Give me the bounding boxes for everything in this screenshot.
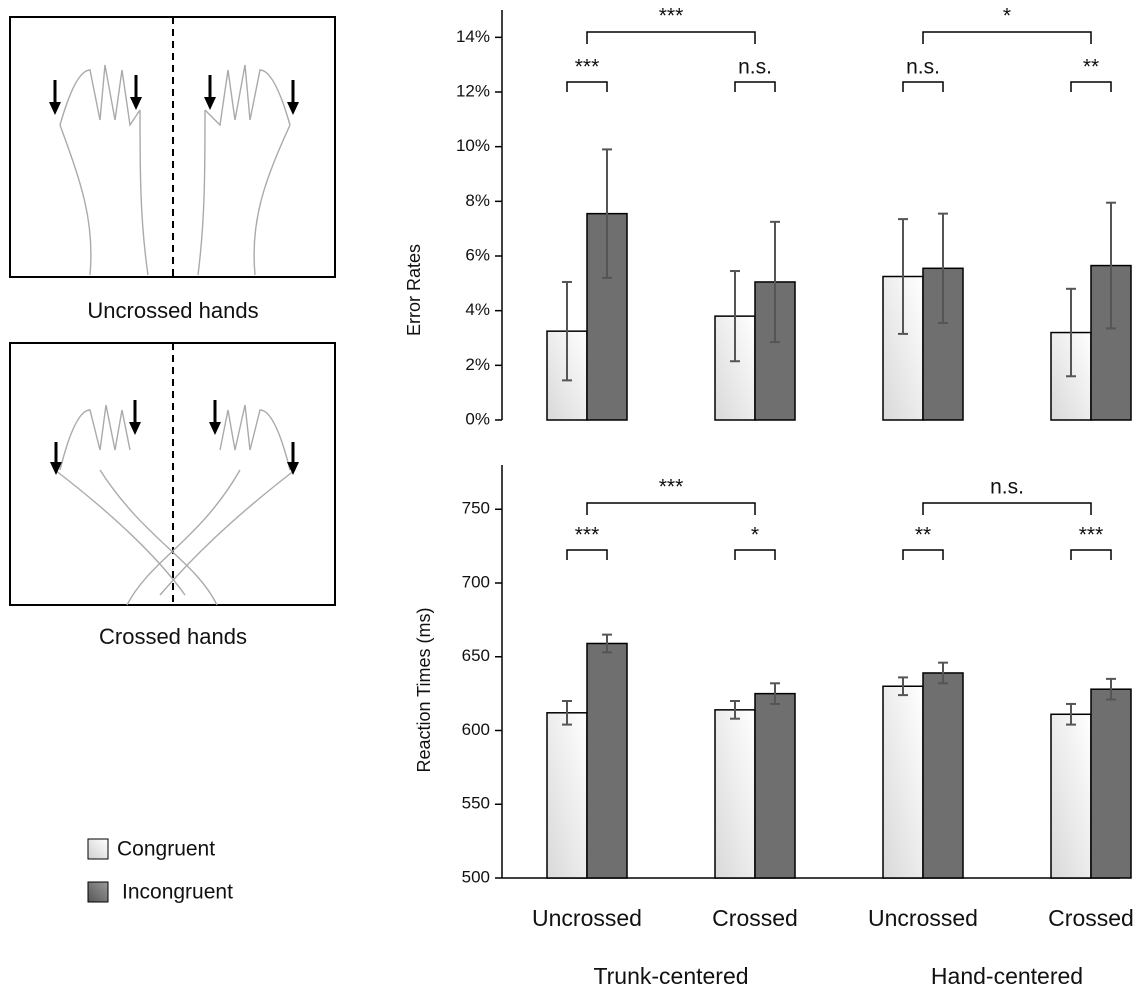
bar bbox=[714, 709, 756, 879]
bar bbox=[586, 642, 628, 879]
y-tick-label: 700 bbox=[462, 572, 490, 591]
panel-caption: Uncrossed hands bbox=[87, 298, 258, 323]
significance-bracket bbox=[902, 81, 944, 92]
y-tick-label: 12% bbox=[456, 81, 490, 100]
significance-label: n.s. bbox=[990, 476, 1024, 499]
y-axis-label: Error Rates bbox=[404, 244, 424, 336]
significance-bracket bbox=[566, 549, 608, 560]
x-tick-label: Crossed bbox=[712, 905, 798, 931]
y-tick-label: 600 bbox=[462, 720, 490, 739]
legend-label: Congruent bbox=[117, 838, 215, 861]
bar bbox=[1050, 713, 1092, 879]
arrows bbox=[53, 75, 295, 105]
significance-bracket bbox=[902, 549, 944, 560]
y-tick-label: 14% bbox=[456, 27, 490, 46]
significance-bracket bbox=[922, 31, 1092, 44]
significance-label: *** bbox=[1079, 524, 1104, 547]
significance-bracket bbox=[734, 81, 776, 92]
significance-label: *** bbox=[659, 5, 684, 28]
hand-drawing bbox=[197, 64, 291, 276]
significance-label: *** bbox=[659, 476, 684, 499]
significance-label: n.s. bbox=[738, 56, 772, 79]
significance-bracket bbox=[922, 502, 1092, 515]
significance-bracket bbox=[586, 502, 756, 515]
y-tick-label: 750 bbox=[462, 499, 490, 518]
arrows bbox=[54, 400, 295, 465]
group-label: Trunk-centered bbox=[593, 963, 748, 989]
y-tick-label: 2% bbox=[465, 355, 490, 374]
significance-label: *** bbox=[575, 524, 600, 547]
significance-label: ** bbox=[915, 524, 931, 547]
panel-crossed: Crossed hands bbox=[9, 342, 336, 649]
significance-label: * bbox=[1003, 5, 1011, 28]
legend: Congruent Incongruent bbox=[87, 838, 233, 904]
x-tick-label: Uncrossed bbox=[532, 905, 642, 931]
significance-label: * bbox=[751, 524, 759, 547]
arrow-heads bbox=[50, 422, 299, 475]
significance-bracket bbox=[566, 81, 608, 92]
y-tick-label: 4% bbox=[465, 300, 490, 319]
legend-swatch bbox=[87, 838, 109, 860]
bar bbox=[1090, 688, 1132, 879]
significance-label: *** bbox=[575, 56, 600, 79]
panel-uncrossed: Uncrossed hands bbox=[9, 16, 336, 323]
y-tick-label: 550 bbox=[462, 794, 490, 813]
y-axis-label: Reaction Times (ms) bbox=[414, 607, 434, 772]
hand-drawing bbox=[59, 404, 296, 606]
legend-swatch bbox=[87, 881, 109, 903]
hand-drawing bbox=[59, 64, 149, 276]
bar bbox=[546, 712, 588, 879]
y-tick-label: 8% bbox=[465, 191, 490, 210]
bar bbox=[922, 672, 964, 879]
significance-bracket bbox=[1070, 549, 1112, 560]
y-tick-label: 10% bbox=[456, 136, 490, 155]
hand-drawing bbox=[54, 404, 291, 606]
significance-bracket bbox=[586, 31, 756, 44]
significance-label: ** bbox=[1083, 56, 1099, 79]
significance-label: n.s. bbox=[906, 56, 940, 79]
significance-bracket bbox=[1070, 81, 1112, 92]
panel-caption: Crossed hands bbox=[99, 624, 247, 649]
y-tick-label: 0% bbox=[465, 409, 490, 428]
y-tick-label: 650 bbox=[462, 646, 490, 665]
group-label: Hand-centered bbox=[931, 963, 1083, 989]
x-tick-label: Uncrossed bbox=[868, 905, 978, 931]
bar bbox=[754, 692, 796, 879]
x-tick-label: Crossed bbox=[1048, 905, 1134, 931]
y-tick-label: 6% bbox=[465, 245, 490, 264]
legend-label: Incongruent bbox=[122, 881, 233, 904]
significance-bracket bbox=[734, 549, 776, 560]
arrow-heads bbox=[49, 97, 299, 115]
y-tick-label: 500 bbox=[462, 867, 490, 886]
bar bbox=[882, 685, 924, 879]
